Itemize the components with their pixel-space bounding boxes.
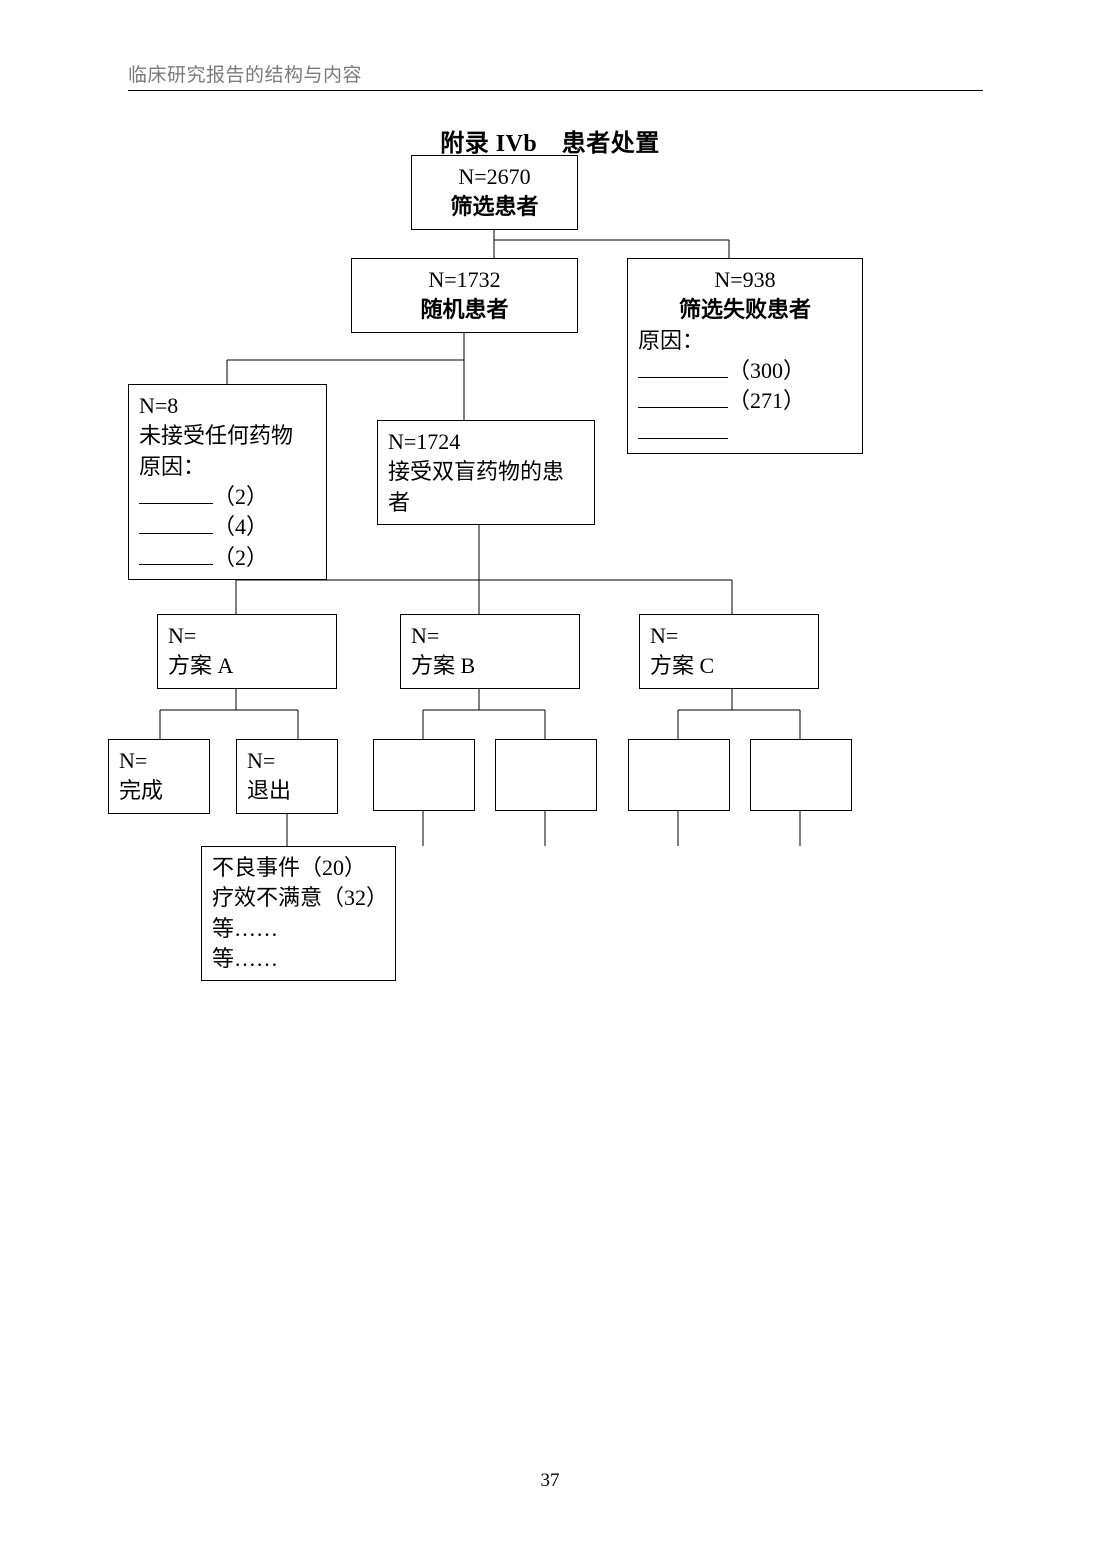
gotdrug-n: N=1724 bbox=[388, 427, 584, 457]
gotdrug-l1: 接受双盲药物的患者 bbox=[388, 457, 584, 518]
complete-n: N= bbox=[119, 746, 199, 776]
screenfail-reason-hdr: 原因： bbox=[638, 326, 852, 356]
node-arm-c-right bbox=[750, 739, 852, 811]
node-no-drug: N=8 未接受任何药物 原因： （2） （4） （2） bbox=[128, 384, 327, 580]
arm-c-label: 方案 C bbox=[650, 651, 808, 681]
nodrug-r3: （2） bbox=[139, 543, 316, 573]
wreason-2: 疗效不满意（32） bbox=[212, 883, 385, 913]
randomized-label: 随机患者 bbox=[362, 295, 567, 325]
node-withdraw-reasons: 不良事件（20） 疗效不满意（32） 等…… 等…… bbox=[201, 846, 396, 981]
arm-c-n: N= bbox=[650, 621, 808, 651]
screened-n: N=2670 bbox=[422, 162, 567, 192]
node-arm-b-left bbox=[373, 739, 475, 811]
screenfail-r2: （271） bbox=[638, 386, 852, 416]
complete-label: 完成 bbox=[119, 776, 199, 806]
arm-b-n: N= bbox=[411, 621, 569, 651]
page-number: 37 bbox=[0, 1470, 1100, 1492]
node-arm-a: N= 方案 A bbox=[157, 614, 337, 689]
arm-a-n: N= bbox=[168, 621, 326, 651]
arm-a-label: 方案 A bbox=[168, 651, 326, 681]
nodrug-l1: 未接受任何药物 bbox=[139, 421, 316, 451]
arm-b-label: 方案 B bbox=[411, 651, 569, 681]
node-complete: N= 完成 bbox=[108, 739, 210, 814]
nodrug-reason-hdr: 原因： bbox=[139, 452, 316, 482]
diagram-title: 附录 IVb 患者处置 bbox=[0, 123, 1100, 158]
randomized-n: N=1732 bbox=[362, 265, 567, 295]
node-arm-c-left bbox=[628, 739, 730, 811]
screenfail-label: 筛选失败患者 bbox=[638, 295, 852, 325]
nodrug-n: N=8 bbox=[139, 391, 316, 421]
node-screen-failure: N=938 筛选失败患者 原因： （300） （271） bbox=[627, 258, 863, 454]
node-screened: N=2670 筛选患者 bbox=[411, 155, 578, 230]
wreason-4: 等…… bbox=[212, 944, 385, 974]
nodrug-r1: （2） bbox=[139, 482, 316, 512]
withdraw-n: N= bbox=[247, 746, 327, 776]
running-header: 临床研究报告的结构与内容 bbox=[128, 60, 362, 87]
screenfail-r3 bbox=[638, 417, 852, 447]
header-rule bbox=[128, 90, 983, 91]
node-randomized: N=1732 随机患者 bbox=[351, 258, 578, 333]
node-arm-b: N= 方案 B bbox=[400, 614, 580, 689]
node-withdraw: N= 退出 bbox=[236, 739, 338, 814]
nodrug-r2: （4） bbox=[139, 512, 316, 542]
withdraw-label: 退出 bbox=[247, 776, 327, 806]
screenfail-r1: （300） bbox=[638, 356, 852, 386]
wreason-3: 等…… bbox=[212, 914, 385, 944]
screened-label: 筛选患者 bbox=[422, 192, 567, 222]
screenfail-n: N=938 bbox=[638, 265, 852, 295]
node-arm-b-right bbox=[495, 739, 597, 811]
wreason-1: 不良事件（20） bbox=[212, 853, 385, 883]
node-got-drug: N=1724 接受双盲药物的患者 bbox=[377, 420, 595, 525]
node-arm-c: N= 方案 C bbox=[639, 614, 819, 689]
page: 临床研究报告的结构与内容 附录 IVb 患者处置 bbox=[0, 0, 1100, 1557]
